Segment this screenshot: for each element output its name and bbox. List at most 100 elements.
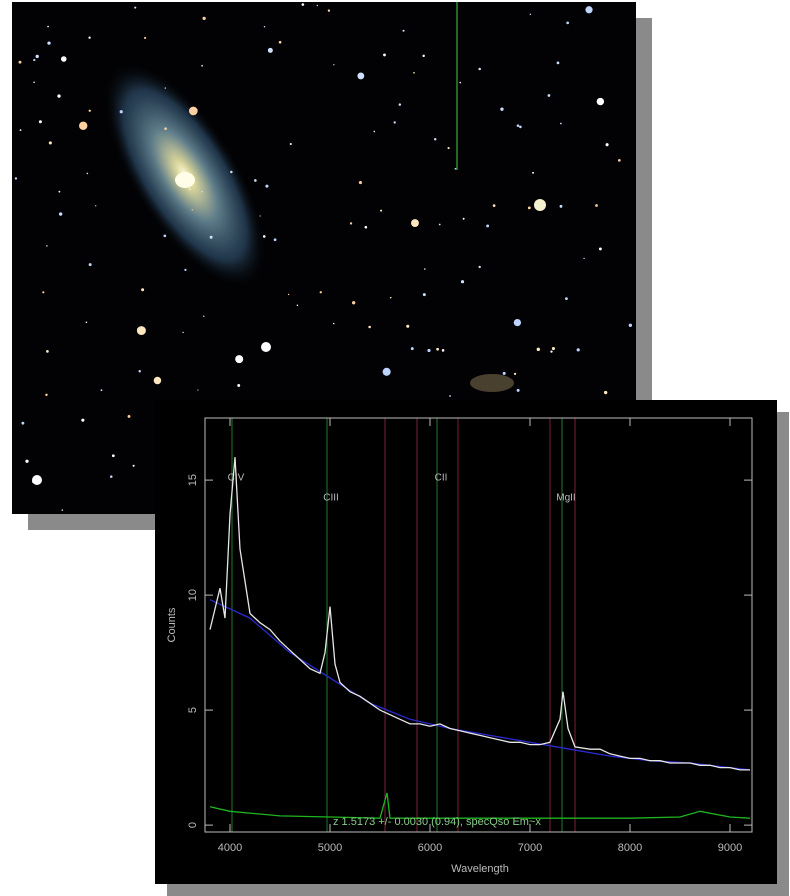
star: [201, 65, 203, 67]
star: [128, 415, 131, 418]
star: [333, 64, 334, 65]
star: [192, 209, 193, 210]
star: [45, 394, 47, 396]
star: [514, 373, 516, 375]
star: [500, 108, 503, 111]
star: [422, 55, 424, 57]
star: [585, 6, 592, 13]
star: [49, 141, 52, 144]
star: [201, 191, 202, 192]
star: [139, 370, 141, 372]
star: [32, 475, 42, 485]
star: [560, 123, 562, 125]
star: [448, 147, 450, 149]
star: [42, 291, 44, 293]
star: [552, 347, 555, 350]
star: [413, 72, 415, 74]
star: [59, 212, 62, 215]
star: [352, 301, 355, 304]
star: [478, 266, 480, 268]
star: [514, 319, 521, 326]
star: [46, 245, 48, 247]
star: [461, 280, 464, 283]
star: [274, 238, 277, 241]
star: [517, 389, 520, 392]
star: [184, 269, 186, 271]
star: [606, 143, 609, 146]
star: [394, 121, 396, 123]
star: [165, 87, 166, 88]
star: [133, 465, 135, 467]
star: [427, 349, 430, 352]
y-tick-label: 5: [187, 707, 199, 713]
star: [463, 218, 465, 220]
star: [254, 179, 257, 182]
star: [365, 226, 368, 229]
star: [237, 384, 240, 387]
star: [15, 177, 17, 179]
star: [87, 173, 89, 175]
star: [164, 127, 167, 130]
x-tick-label: 9000: [718, 842, 742, 854]
star: [202, 17, 205, 20]
star: [302, 3, 305, 6]
star: [406, 325, 409, 328]
composite: Wavelength Counts CIVCIIICIIMgII40005000…: [0, 0, 790, 896]
star: [383, 54, 386, 57]
star: [583, 258, 584, 259]
star: [101, 389, 103, 391]
star: [550, 351, 552, 353]
star: [36, 55, 39, 58]
star: [265, 185, 268, 188]
star: [279, 41, 282, 44]
star: [58, 191, 60, 193]
star: [449, 395, 451, 397]
star: [557, 62, 560, 65]
star: [39, 120, 42, 123]
galaxy-core: [175, 172, 195, 188]
star: [566, 21, 569, 24]
star: [380, 210, 382, 212]
star: [20, 129, 22, 131]
star: [597, 98, 604, 105]
star: [261, 342, 271, 352]
star: [517, 124, 520, 127]
star: [320, 291, 322, 293]
star: [112, 454, 115, 457]
star: [79, 122, 87, 130]
star: [565, 297, 568, 300]
star: [25, 460, 28, 463]
y-tick-label: 10: [187, 589, 199, 601]
page: {"chart_data": { "type": "line", "x_labe…: [0, 0, 790, 896]
star: [629, 324, 632, 327]
star: [89, 110, 91, 112]
star: [189, 188, 191, 190]
star: [486, 224, 489, 227]
star: [297, 304, 299, 306]
star: [264, 26, 265, 27]
star: [493, 204, 496, 207]
star: [288, 294, 289, 295]
spectrum-panel: [155, 400, 777, 884]
star: [560, 205, 563, 208]
star: [57, 94, 60, 97]
star: [368, 326, 371, 329]
line-id-label: CIII: [323, 493, 339, 504]
star: [134, 7, 136, 9]
star: [141, 288, 144, 291]
star: [95, 205, 96, 206]
star: [537, 348, 540, 351]
annotation: z 1.5173 +/- 0.0030 (0.94), specQso Em~x: [333, 816, 541, 828]
line-id-label: CII: [435, 473, 448, 484]
star: [328, 10, 330, 12]
x-axis-label: Wavelength: [451, 863, 509, 875]
star: [120, 110, 123, 113]
star: [154, 377, 161, 384]
star: [478, 68, 481, 71]
y-axis-label: Counts: [166, 607, 178, 642]
star: [534, 199, 546, 211]
star: [350, 222, 352, 224]
star: [528, 206, 531, 209]
star: [423, 293, 426, 296]
y-tick-label: 15: [187, 474, 199, 486]
